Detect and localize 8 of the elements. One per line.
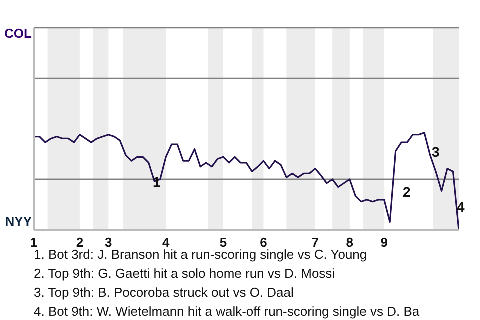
text: NYY bbox=[5, 214, 32, 229]
text: 4. Bot 9th: W. Wietelmann hit a walk-off run-scoring single vs D. Ba bbox=[34, 303, 420, 320]
annotation: 3 bbox=[432, 144, 440, 160]
text: COL bbox=[4, 26, 32, 41]
text: 3. Top 9th: B. Pocoroba struck out vs O. Daal bbox=[34, 284, 295, 302]
annotation: 2 bbox=[403, 184, 411, 200]
text: 2. Top 9th: G. Gaetti hit a solo home run vs D. Mossi bbox=[34, 265, 336, 283]
x-tick-label: 9 bbox=[380, 235, 388, 250]
